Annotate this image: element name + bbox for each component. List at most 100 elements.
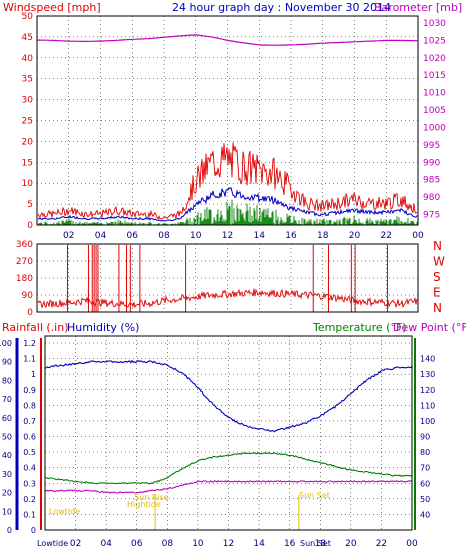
x-tick-label: 04 xyxy=(100,539,112,549)
x-tick-label: 02 xyxy=(63,231,74,241)
lowtide-axis-label: Lowtide xyxy=(37,539,68,548)
x-tick-label: 20 xyxy=(345,539,357,549)
rain-tick-label: 0 xyxy=(31,526,36,535)
y-tick-label: 10 xyxy=(22,179,34,189)
x-tick-label: 14 xyxy=(253,539,265,549)
temperature-label: Temperature (°F) xyxy=(312,321,407,334)
x-tick-label: 18 xyxy=(317,231,329,241)
plot-frame xyxy=(36,15,419,226)
temperature-tick-label: 60 xyxy=(420,479,430,488)
x-tick-label: 06 xyxy=(127,231,139,241)
humidity-tick-label: 10 xyxy=(2,507,12,516)
rain-tick-label: 0.9 xyxy=(23,386,36,395)
y-tick-label: 20 xyxy=(22,137,34,147)
rain-tick-label: 0.8 xyxy=(23,401,36,410)
temperature-tick-label: 130 xyxy=(420,370,435,379)
y2-tick-label: 1025 xyxy=(423,36,446,46)
x-tick-label: 18 xyxy=(315,539,327,549)
humidity-tick-label: 80 xyxy=(2,376,12,385)
y-tick-label: 0 xyxy=(27,308,33,318)
humidity-tick-label: 0 xyxy=(7,526,12,535)
rain-tick-label: 0.1 xyxy=(23,510,36,519)
y-tick-label: 15 xyxy=(22,158,33,168)
compass-label: S xyxy=(433,270,441,284)
humidity-tick-label: 20 xyxy=(2,489,12,498)
y-tick-label: 90 xyxy=(22,291,34,301)
x-tick-label: 04 xyxy=(95,231,107,241)
rain-tick-label: 0.7 xyxy=(23,417,36,426)
direction-series-line xyxy=(37,288,418,309)
y2-tick-label: 1030 xyxy=(423,19,446,29)
temperature-tick-label: 90 xyxy=(420,433,430,442)
humidity-series-line xyxy=(44,359,413,433)
x-tick-label: 00 xyxy=(406,539,418,549)
y2-tick-label: 1000 xyxy=(423,123,446,133)
temperature-series-line xyxy=(44,452,413,485)
humidity-tick-label: 100 xyxy=(0,339,12,348)
plot-frame xyxy=(44,335,413,531)
y-tick-label: 45 xyxy=(22,33,33,43)
y-tick-label: 30 xyxy=(22,96,34,106)
y2-tick-label: 980 xyxy=(423,193,440,203)
temperature-tick-label: 120 xyxy=(420,386,435,395)
humidity-tick-label: 50 xyxy=(2,433,12,442)
y2-tick-label: 995 xyxy=(423,141,440,151)
rain-tick-label: 0.5 xyxy=(23,448,36,457)
y-tick-label: 0 xyxy=(27,221,33,231)
plot-frame xyxy=(36,243,419,313)
rain-tick-label: 0.4 xyxy=(23,464,36,473)
compass-label: N xyxy=(433,239,442,253)
temperature-tick-label: 40 xyxy=(420,510,430,519)
x-tick-label: 08 xyxy=(158,231,170,241)
y-tick-label: 35 xyxy=(22,75,33,85)
sunrise-label: Sun Rise xyxy=(134,493,169,502)
x-tick-label: 08 xyxy=(162,539,174,549)
humidity-tick-label: 70 xyxy=(2,395,12,404)
sunset-axis-label: Sun Set xyxy=(300,539,331,548)
temperature-tick-label: 140 xyxy=(420,355,435,364)
sunset-label: Sun Set xyxy=(299,491,330,500)
x-tick-label: 20 xyxy=(349,231,361,241)
temperature-tick-label: 80 xyxy=(420,448,430,457)
y2-tick-label: 975 xyxy=(423,211,440,221)
y-tick-label: 270 xyxy=(16,257,33,267)
humidity-tick-label: 60 xyxy=(2,414,12,423)
y2-tick-label: 985 xyxy=(423,176,440,186)
x-tick-label: 00 xyxy=(412,231,424,241)
y-tick-label: 360 xyxy=(16,240,33,250)
x-tick-label: 02 xyxy=(70,539,81,549)
x-tick-label: 16 xyxy=(285,231,297,241)
compass-label: W xyxy=(433,255,445,269)
y-tick-label: 25 xyxy=(22,117,33,127)
dewpoint-label: Dew Point (°F) xyxy=(393,321,466,334)
rain-tick-label: 0.2 xyxy=(23,495,36,504)
dewpoint-series-line xyxy=(44,480,413,494)
barometer-label: Barometer [mb] xyxy=(374,1,462,14)
y2-tick-label: 1005 xyxy=(423,106,446,116)
rain-tick-label: 1.2 xyxy=(23,339,36,348)
y2-tick-label: 1015 xyxy=(423,71,446,81)
rain-tick-label: 0.3 xyxy=(23,479,36,488)
hightide-label: Hightide xyxy=(127,500,161,509)
rain-tick-label: 1 xyxy=(31,370,36,379)
x-tick-label: 10 xyxy=(192,539,204,549)
rain-tick-label: 0.6 xyxy=(23,433,36,442)
y-tick-label: 5 xyxy=(27,200,33,210)
y2-tick-label: 990 xyxy=(423,158,440,168)
compass-label: E xyxy=(433,286,441,300)
y2-tick-label: 1010 xyxy=(423,89,446,99)
x-tick-label: 06 xyxy=(131,539,143,549)
rainfall-label: Rainfall (.in) xyxy=(2,321,69,334)
chart-title: 24 hour graph day : November 30 2014 xyxy=(172,1,391,14)
x-tick-label: 12 xyxy=(222,231,233,241)
y-tick-label: 50 xyxy=(22,12,34,22)
y2-tick-label: 1020 xyxy=(423,54,446,64)
x-tick-label: 16 xyxy=(284,539,296,549)
windspeed-label: Windspeed [mph] xyxy=(3,1,101,14)
y-tick-label: 40 xyxy=(22,54,34,64)
humidity-label: Humidity (%) xyxy=(67,321,139,334)
humidity-tick-label: 30 xyxy=(2,470,12,479)
temperature-tick-label: 50 xyxy=(420,495,430,504)
gust-series-line xyxy=(37,142,418,220)
